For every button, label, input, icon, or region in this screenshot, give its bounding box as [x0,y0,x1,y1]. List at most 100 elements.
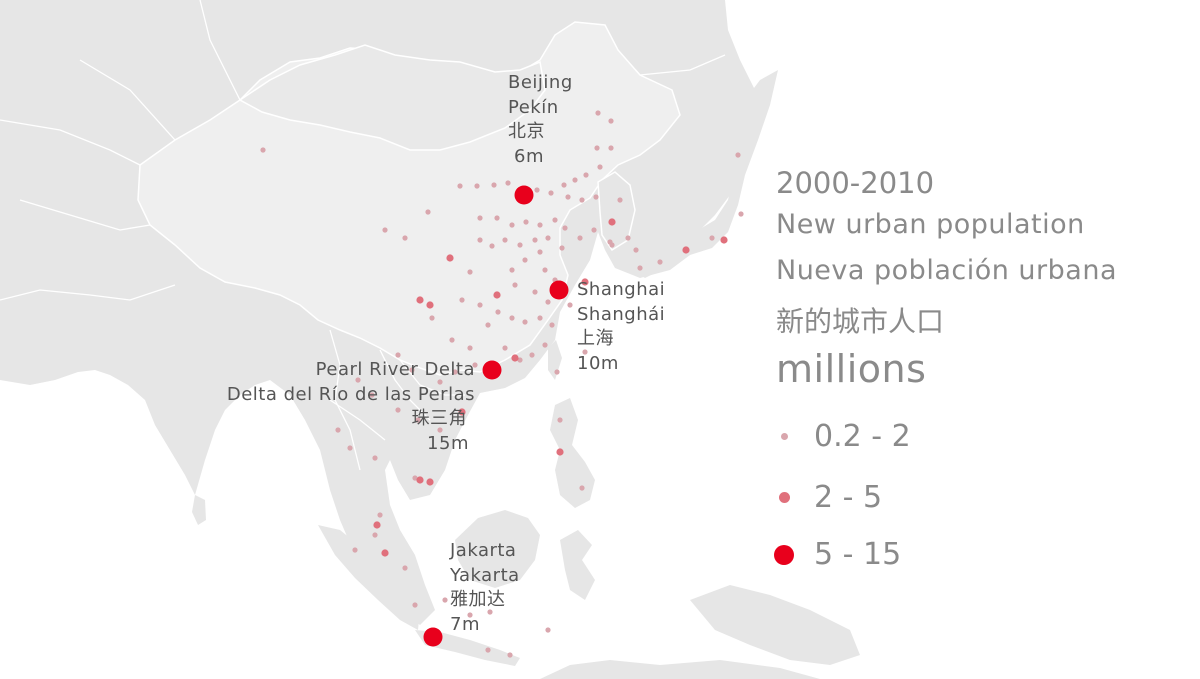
settlement-dot-small [449,337,455,343]
settlement-dot-small [534,187,540,193]
settlement-dot-small [579,197,585,203]
city-value: 7m [450,613,480,635]
settlement-dot-small [377,512,383,518]
settlement-dot-small [572,177,578,183]
settlement-dot-small [372,455,378,461]
settlement-dot-small [369,392,375,398]
legend-item-large: 5 - 15 [774,537,901,572]
settlement-dot-medium [458,408,466,416]
legend-title-en: New urban population [776,209,1085,240]
settlement-dot-small [485,322,491,328]
settlement-dot-small [437,427,443,433]
settlement-dot-small [395,352,401,358]
settlement-dot-small [502,345,508,351]
settlement-dot-small [735,152,741,158]
city-name-es: Pekín [508,96,559,118]
city-name-zh: 雅加达 [450,589,506,610]
settlement-dot-small [608,145,614,151]
legend-dot-large [774,544,794,565]
settlement-dot-medium [556,448,564,456]
settlement-dot-small [402,235,408,241]
settlement-dot-small [537,222,543,228]
settlement-dot-small [505,180,511,186]
settlement-dot-small [542,267,548,273]
island-sulawesi [560,530,595,600]
settlement-dot-small [532,237,538,243]
settlement-dot-small [502,237,508,243]
settlement-dot-small [512,282,518,288]
settlement-dot-small [565,194,571,200]
settlement-dot-small [552,217,558,223]
settlement-dot-small [382,227,388,233]
settlement-dot-small [549,322,555,328]
settlement-dot-small [591,227,597,233]
legend-label-small: 0.2 - 2 [814,419,911,454]
settlement-dot-medium [493,291,501,299]
legend-title-es: Nueva población urbana [776,255,1117,286]
settlement-dot-medium [426,478,434,486]
settlement-dot-small [529,352,535,358]
settlement-dot-small [583,172,589,178]
city-value: 6m [514,145,544,167]
settlement-dot-small [532,289,538,295]
settlement-dot-small [617,197,623,203]
legend-dot-small [781,433,788,440]
legend-unit: millions [776,347,927,391]
settlement-dot-medium [373,521,381,529]
country-japan [632,70,778,278]
city-name-zh: 上海 [577,328,614,349]
city-name-zh: 北京 [508,121,545,142]
settlement-dot-small [409,367,415,373]
settlement-dot-medium [426,301,434,309]
settlement-dot-small [523,219,529,225]
settlement-dot-medium [511,354,519,362]
settlement-dot-small [459,297,465,303]
settlement-dot-medium [581,278,589,286]
settlement-dot-small [548,190,554,196]
city-name-en: Pearl River Delta [315,359,475,380]
settlement-dot-medium [446,254,454,262]
island-borneo [455,510,540,588]
settlement-dot-small [509,315,515,321]
landmass-australia [540,660,820,679]
settlement-dot-small [597,164,603,170]
city-name-zh: 珠三角 [411,408,467,429]
settlement-dot-small [608,118,614,124]
legend-period: 2000-2010 [776,166,935,200]
settlement-dot-small [561,182,567,188]
medium-population-dots [373,218,728,557]
small-population-dots [260,110,744,658]
settlement-dot-small [260,147,266,153]
settlement-dot-small [579,485,585,491]
settlement-dot-medium [682,246,690,254]
country-borders [0,0,726,471]
settlement-dot-small [467,612,473,618]
city-name-en: Jakarta [450,540,517,561]
settlement-dot-small [429,315,435,321]
settlement-dot-small [487,609,493,615]
settlement-dot-small [545,235,551,241]
city-label-pearl-river-delta: Pearl River Delta Delta del Río de las P… [227,358,475,456]
settlement-dot-small [657,259,663,265]
city-dot-beijing[interactable] [514,185,534,205]
settlement-dot-small [412,475,418,481]
legend-item-small: 0.2 - 2 [774,419,911,454]
city-value: 15m [427,432,469,454]
city-label-shanghai: Shanghai Shanghái 上海 10m [577,278,665,376]
settlement-dot-small [402,565,408,571]
settlement-dot-small [467,345,473,351]
settlement-dot-small [562,225,568,231]
settlement-dot-medium [416,476,424,484]
city-dot-jakarta[interactable] [423,627,443,647]
settlement-dot-small [355,377,361,383]
settlement-dot-medium [720,236,728,244]
city-value: 10m [577,352,619,374]
settlement-dot-small [567,302,573,308]
city-name-es: Delta del Río de las Perlas [226,383,475,405]
city-dot-shanghai[interactable] [549,280,569,300]
settlement-dot-small [477,215,483,221]
city-name-es: Shanghái [577,303,666,325]
island-sri-lanka [192,495,206,525]
city-dot-pearl-river-delta[interactable] [482,360,502,380]
settlement-dot-small [517,357,523,363]
